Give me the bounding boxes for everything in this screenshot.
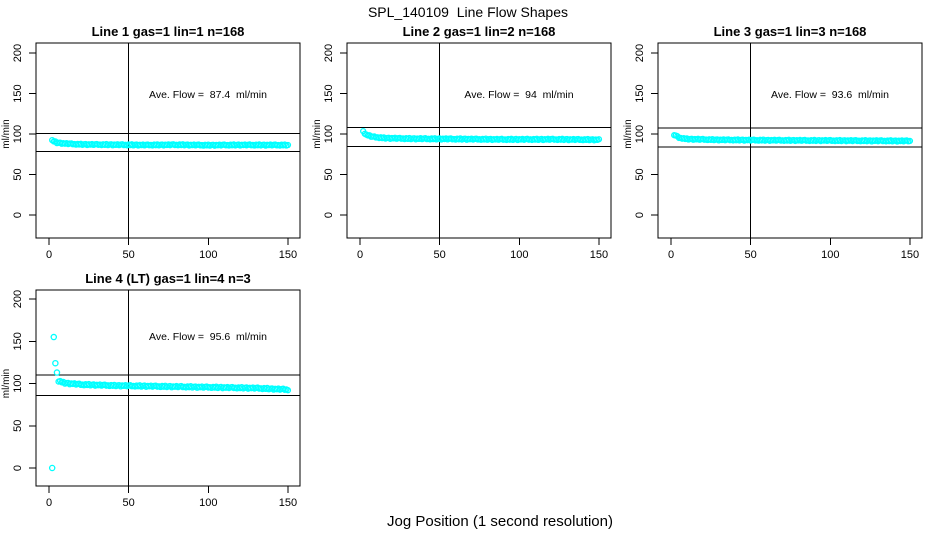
y-axis-unit-label: ml/min: [1, 119, 12, 148]
panel-1-title: Line 1 gas=1 lin=1 n=168: [91, 24, 245, 39]
x-tick-label: 150: [590, 249, 608, 261]
panel-2-title: Line 2 gas=1 lin=2 n=168: [402, 24, 556, 39]
data-point: [595, 136, 603, 143]
x-tick-label: 100: [199, 497, 217, 509]
flow-data-points: [671, 132, 914, 145]
x-tick-label: 50: [745, 249, 757, 261]
x-tick-label: 0: [357, 249, 363, 261]
data-point: [284, 141, 292, 149]
y-tick-label: 200: [323, 44, 335, 62]
x-tick-label: 150: [901, 249, 919, 261]
y-tick-label: 50: [323, 168, 335, 180]
y-tick-label: 100: [12, 125, 24, 143]
x-tick-label: 100: [199, 249, 217, 261]
outlier-point: [48, 464, 56, 472]
panel-4-group: 0 50 100 150 200 0 50 100 150 ml/min: [1, 289, 301, 509]
panel-3-title: Line 3 gas=1 lin=3 n=168: [713, 24, 867, 39]
x-tick-label: 50: [123, 249, 135, 261]
x-tick-label: 0: [46, 497, 52, 509]
plot-box: [346, 42, 612, 239]
x-tick-label: 100: [510, 249, 528, 261]
y-tick-label: 150: [12, 332, 24, 350]
y-tick-label: 0: [12, 212, 24, 218]
x-tick-label: 50: [123, 497, 135, 509]
figure-title: SPL_140109 Line Flow Shapes: [367, 4, 569, 20]
y-tick-label: 150: [323, 84, 335, 102]
x-axis-label: Jog Position (1 second resolution): [387, 513, 613, 530]
panel-3-ave-flow-annotation: Ave. Flow = 93.6 ml/min: [771, 89, 889, 101]
y-tick-label: 150: [634, 84, 646, 102]
x-tick-label: 150: [279, 497, 297, 509]
flow-data-points: [49, 136, 292, 149]
data-point: [284, 387, 292, 394]
plot-box: [35, 42, 301, 239]
x-tick-label: 100: [821, 249, 839, 261]
x-tick-label: 0: [668, 249, 674, 261]
y-axis-unit-label: ml/min: [312, 119, 323, 148]
y-axis-unit-label: ml/min: [1, 369, 12, 398]
panel-3-group: 0 50 100 150 200 0 50 100 150 ml/min: [623, 42, 923, 261]
y-tick-label: 100: [323, 125, 335, 143]
x-tick-label: 0: [46, 249, 52, 261]
outlier-point: [52, 359, 59, 367]
panel-2-ave-flow-annotation: Ave. Flow = 94 ml/min: [464, 89, 574, 101]
y-tick-label: 100: [12, 374, 24, 392]
panel-4-ave-flow-annotation: Ave. Flow = 95.6 ml/min: [149, 331, 267, 343]
y-tick-label: 50: [634, 168, 646, 180]
y-tick-label: 50: [12, 420, 24, 432]
data-point: [906, 137, 914, 145]
panel-1-ave-flow-annotation: Ave. Flow = 87.4 ml/min: [149, 89, 267, 101]
plot-box: [35, 289, 301, 487]
flow-data-points: [360, 127, 603, 144]
y-tick-label: 100: [634, 125, 646, 143]
y-tick-label: 50: [12, 168, 24, 180]
y-tick-label: 200: [634, 44, 646, 62]
y-tick-label: 0: [634, 212, 646, 218]
flow-data-points: [48, 333, 292, 472]
panel-4-title: Line 4 (LT) gas=1 lin=4 n=3: [85, 271, 251, 286]
panel-1-group: 0 50 100 150 200 0 50 100 150 ml/min: [1, 42, 301, 261]
outlier-point: [53, 369, 61, 376]
outlier-point: [50, 333, 58, 341]
x-tick-label: 150: [279, 249, 297, 261]
x-tick-label: 50: [434, 249, 446, 261]
y-tick-label: 150: [12, 84, 24, 102]
y-axis-unit-label: ml/min: [623, 119, 634, 148]
y-tick-label: 200: [12, 44, 24, 62]
panel-2-group: 0 50 100 150 200 0 50 100 150 ml/min: [312, 42, 612, 261]
plot-box: [657, 42, 923, 239]
y-tick-label: 0: [323, 212, 335, 218]
y-tick-label: 0: [12, 465, 24, 471]
y-tick-label: 200: [12, 290, 24, 308]
